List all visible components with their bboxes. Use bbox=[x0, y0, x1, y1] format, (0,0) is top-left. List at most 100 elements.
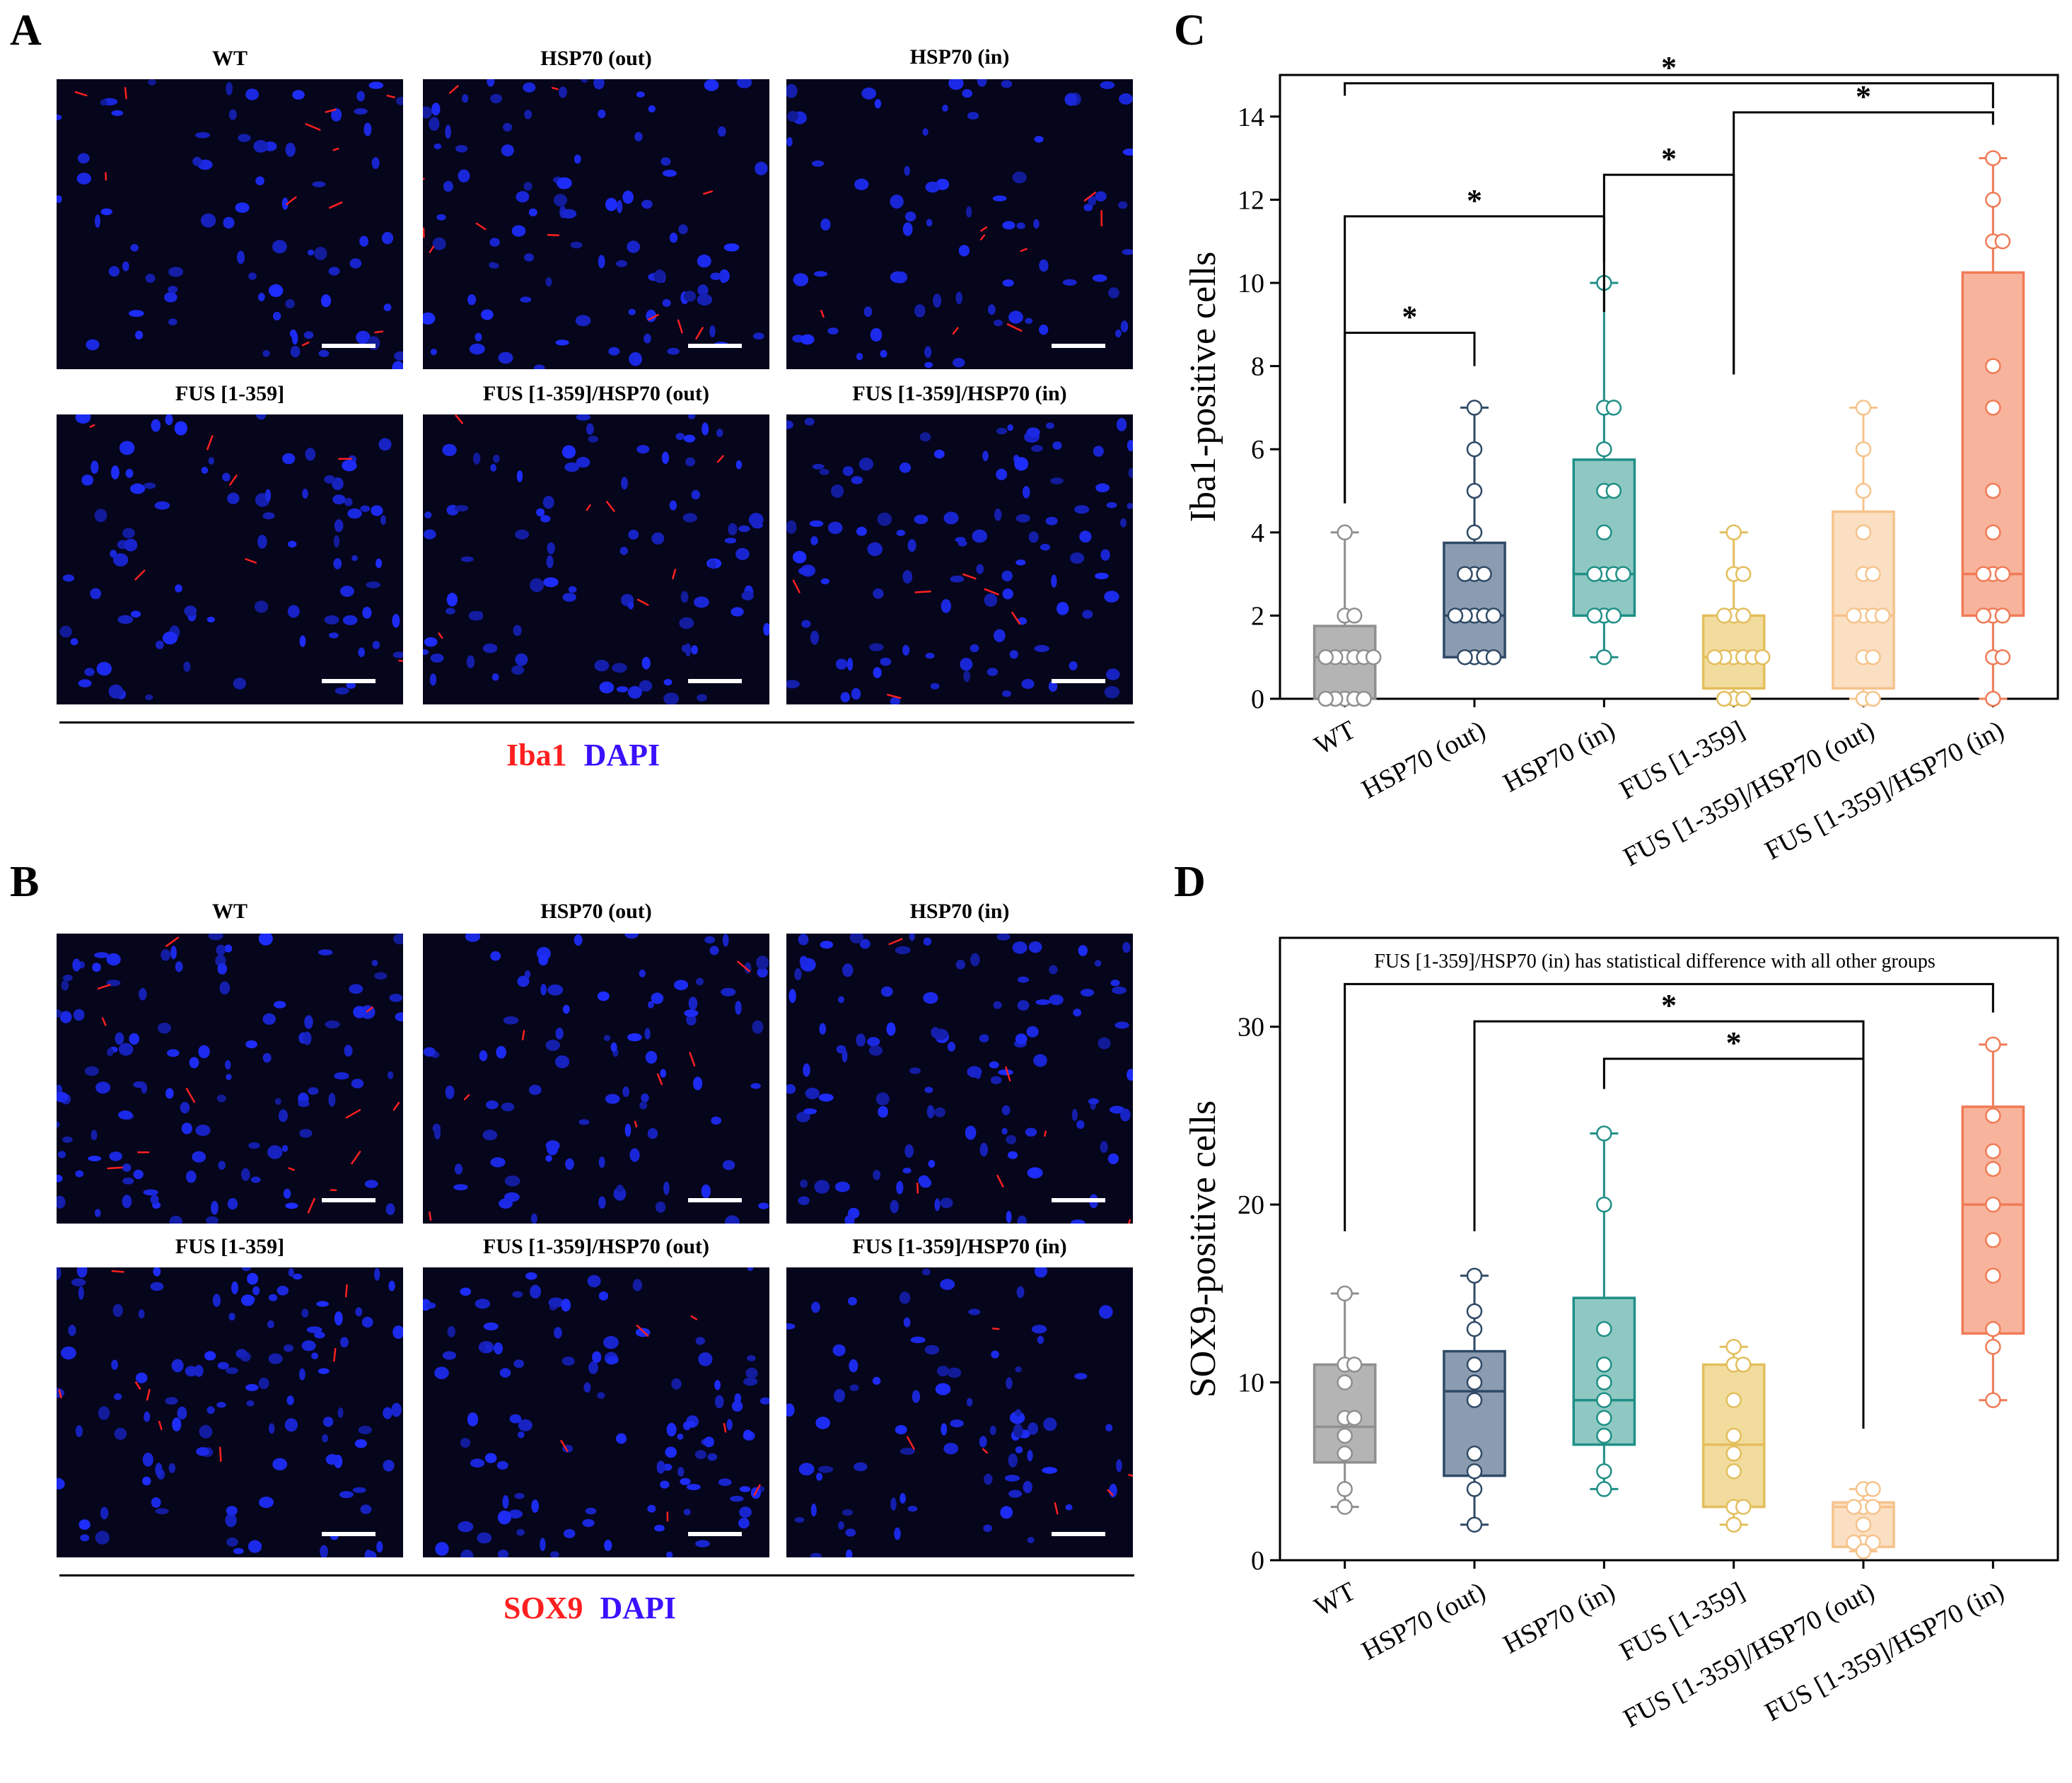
nucleus bbox=[278, 1109, 288, 1122]
plot-frame bbox=[1279, 74, 2059, 700]
nucleus bbox=[324, 615, 339, 625]
nucleus bbox=[150, 1282, 164, 1291]
nucleus bbox=[1092, 274, 1107, 282]
nucleus bbox=[793, 273, 809, 286]
nucleus bbox=[469, 343, 485, 355]
nucleus bbox=[644, 1028, 651, 1040]
nucleus bbox=[928, 1160, 936, 1168]
nucleus bbox=[667, 347, 680, 355]
nucleus bbox=[644, 333, 651, 344]
marker-signal bbox=[325, 108, 337, 113]
nucleus bbox=[890, 697, 900, 704]
nucleus bbox=[574, 154, 581, 164]
nucleus bbox=[164, 292, 177, 303]
data-point bbox=[1346, 608, 1363, 624]
nucleus bbox=[575, 315, 591, 327]
nucleus bbox=[684, 434, 696, 443]
panel-label-c: C bbox=[1174, 6, 1206, 54]
nucleus bbox=[966, 1398, 973, 1407]
nucleus bbox=[329, 632, 339, 639]
nucleus bbox=[613, 1187, 627, 1201]
significance-star: * bbox=[1726, 1026, 1742, 1060]
nucleus bbox=[547, 1144, 559, 1156]
marker-signal bbox=[753, 1484, 761, 1496]
nucleus bbox=[943, 1443, 959, 1455]
nucleus bbox=[612, 663, 627, 673]
nucleus bbox=[282, 453, 296, 465]
nucleus bbox=[292, 90, 305, 100]
marker-signal bbox=[158, 1420, 163, 1430]
nucleus bbox=[371, 960, 378, 967]
nucleus bbox=[226, 1537, 238, 1547]
data-point bbox=[1975, 608, 1992, 624]
nucleus bbox=[921, 1268, 931, 1276]
nucleus bbox=[172, 1417, 182, 1431]
nucleus bbox=[741, 591, 754, 600]
nucleus bbox=[1002, 690, 1011, 697]
nucleus bbox=[680, 1477, 691, 1485]
nucleus bbox=[950, 1419, 964, 1428]
significance-bracket bbox=[1344, 332, 1476, 504]
nucleus bbox=[355, 1307, 363, 1317]
data-point bbox=[1725, 1463, 1742, 1480]
nucleus bbox=[94, 1209, 101, 1217]
nucleus bbox=[890, 1200, 899, 1214]
data-point bbox=[1596, 1392, 1612, 1408]
marker-signal bbox=[672, 569, 677, 580]
nucleus bbox=[100, 99, 107, 106]
nucleus bbox=[318, 1368, 330, 1374]
nucleus bbox=[359, 236, 369, 247]
nucleus bbox=[268, 284, 284, 297]
nucleus bbox=[314, 1331, 325, 1339]
nucleus bbox=[361, 1316, 373, 1328]
nucleus bbox=[111, 465, 120, 480]
nucleus bbox=[70, 638, 78, 646]
nucleus bbox=[143, 1189, 158, 1196]
nucleus bbox=[861, 87, 877, 100]
nucleus bbox=[894, 1527, 901, 1540]
nucleus bbox=[728, 523, 738, 536]
x-tick-label: FUS [1-359]/HSP70 (in) bbox=[1760, 715, 2009, 866]
nucleus bbox=[272, 240, 287, 254]
nucleus bbox=[57, 1151, 66, 1158]
nucleus bbox=[958, 540, 967, 547]
nucleus bbox=[267, 1320, 274, 1329]
nucleus bbox=[122, 1178, 134, 1185]
nucleus bbox=[144, 1411, 151, 1422]
nucleus bbox=[588, 1361, 598, 1374]
nucleus bbox=[942, 104, 948, 112]
data-point bbox=[1735, 1357, 1752, 1373]
nucleus bbox=[605, 197, 617, 211]
nucleus bbox=[1002, 588, 1013, 600]
marker-signal bbox=[1020, 248, 1028, 252]
data-point bbox=[1596, 1374, 1612, 1390]
nucleus bbox=[286, 1395, 294, 1405]
nucleus bbox=[794, 968, 802, 981]
marker-signal bbox=[962, 573, 977, 580]
legend-dapi: DAPI bbox=[583, 738, 660, 772]
marker-signal bbox=[351, 1151, 361, 1165]
significance-bracket bbox=[1473, 1020, 1865, 1429]
nucleus bbox=[125, 468, 134, 478]
nucleus bbox=[228, 109, 237, 120]
nucleus bbox=[1015, 1033, 1028, 1045]
nucleus bbox=[970, 644, 979, 653]
nucleus bbox=[186, 1171, 197, 1183]
marker-signal bbox=[448, 85, 459, 94]
nucleus bbox=[511, 225, 526, 237]
nucleus bbox=[1035, 999, 1051, 1005]
nucleus bbox=[161, 949, 171, 961]
nucleus bbox=[501, 1102, 515, 1112]
nucleus bbox=[984, 593, 998, 607]
nucleus bbox=[989, 1061, 999, 1069]
nucleus bbox=[380, 515, 386, 525]
nucleus bbox=[233, 1547, 244, 1555]
nucleus bbox=[334, 519, 344, 533]
nucleus bbox=[660, 1480, 670, 1489]
marker-signal bbox=[307, 1197, 315, 1214]
nucleus bbox=[61, 1346, 76, 1360]
marker-signal bbox=[1107, 1489, 1114, 1496]
nucleus bbox=[810, 536, 818, 545]
nucleus bbox=[907, 1506, 918, 1512]
nucleus bbox=[387, 1071, 394, 1079]
